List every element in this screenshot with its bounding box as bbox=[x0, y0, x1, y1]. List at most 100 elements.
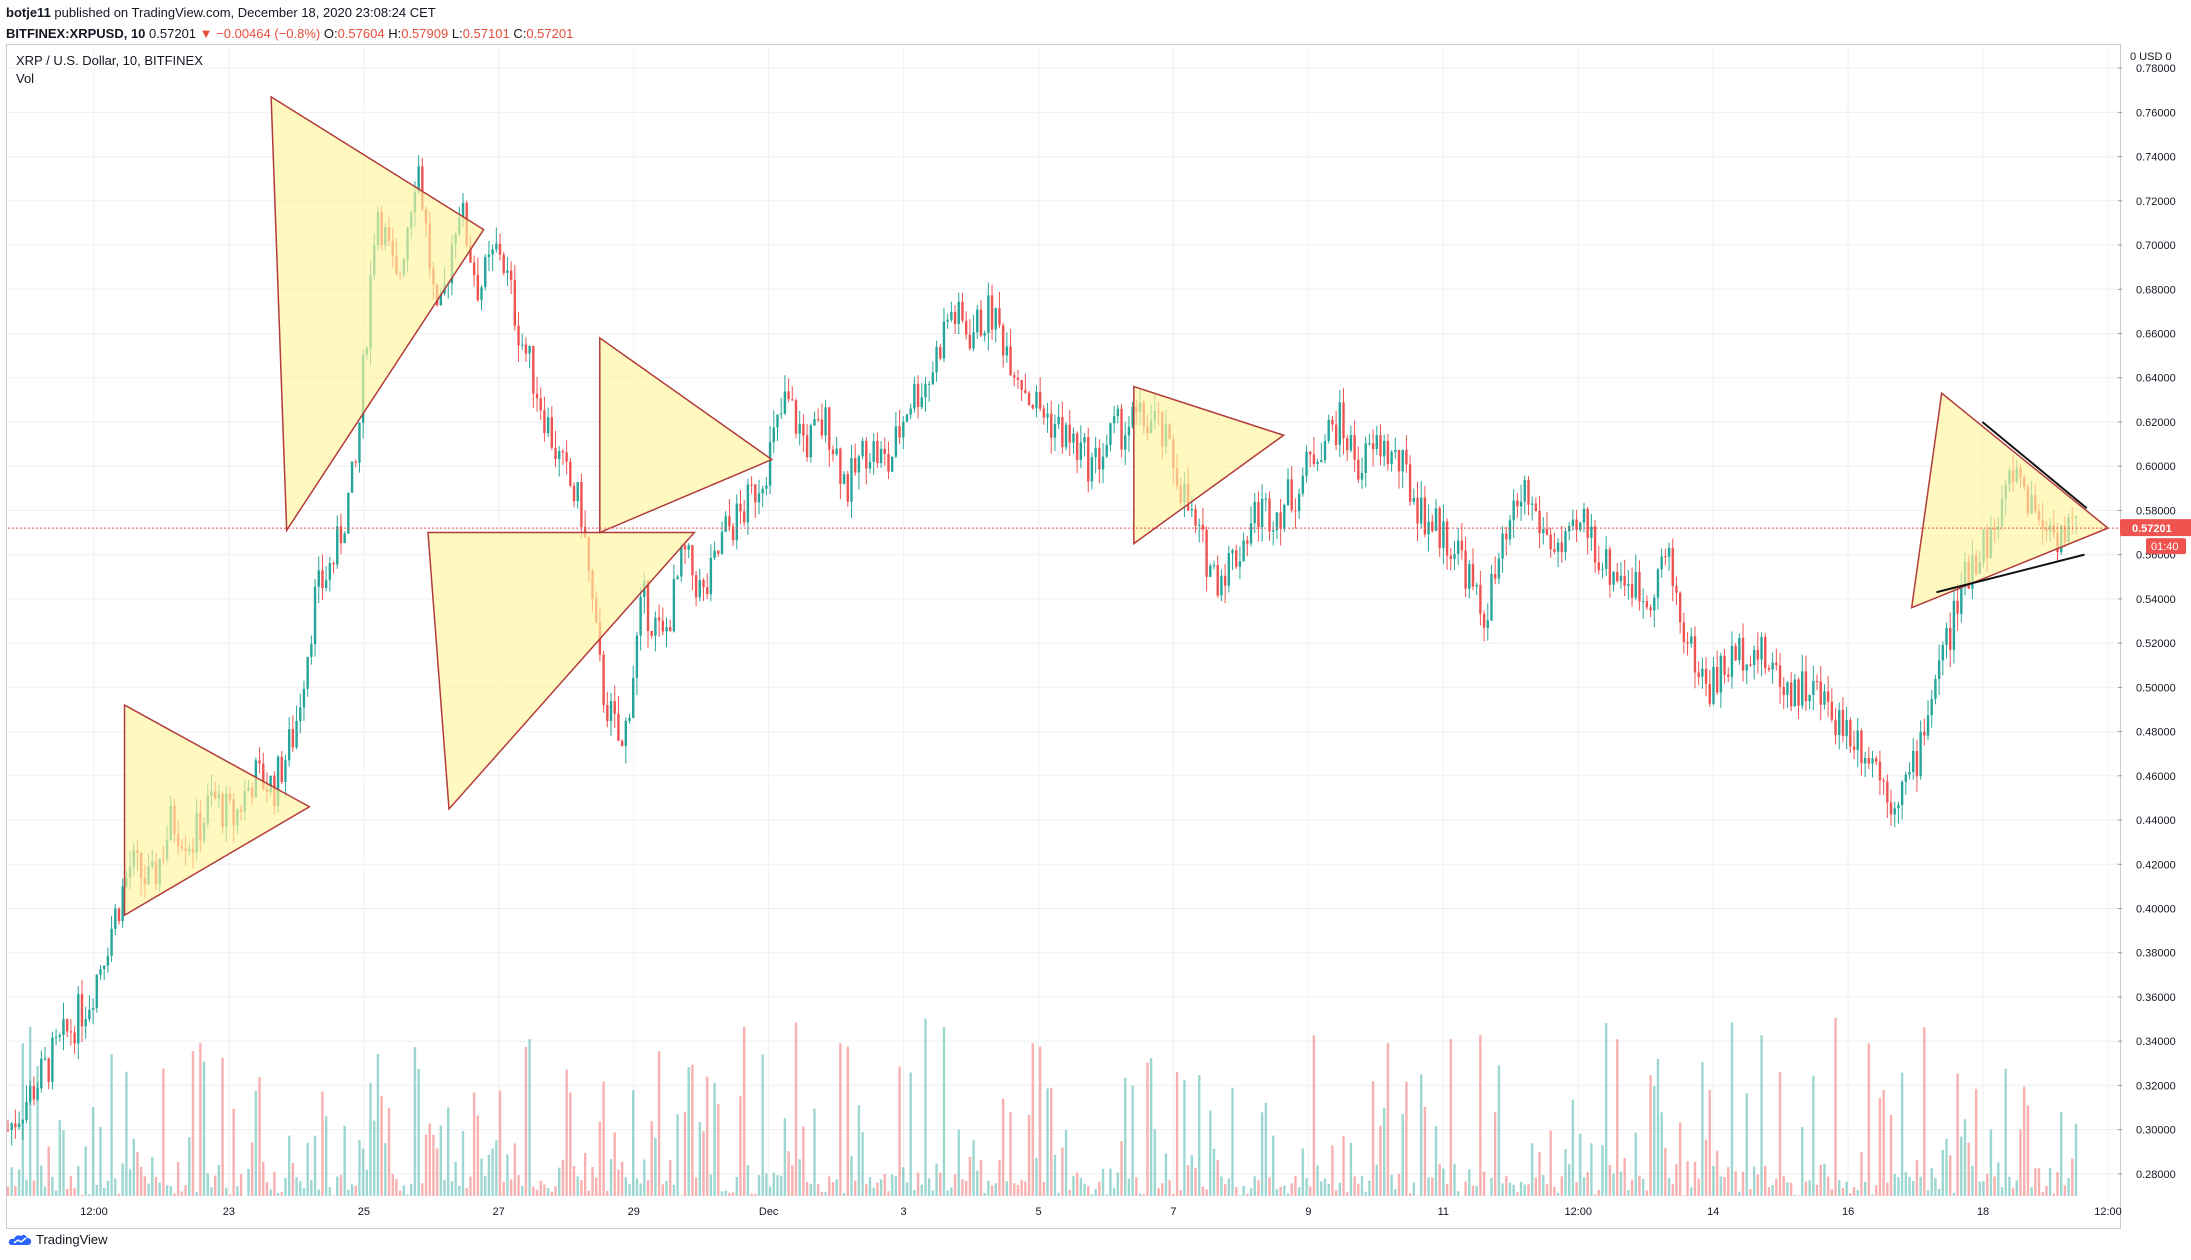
candle-body bbox=[284, 760, 287, 783]
candle-body bbox=[1116, 408, 1120, 417]
volume-bar bbox=[136, 1151, 139, 1196]
volume-bar bbox=[968, 1156, 972, 1196]
candle-body bbox=[1619, 575, 1623, 582]
candle-body bbox=[742, 511, 746, 523]
candle-body bbox=[1405, 449, 1408, 465]
candle-body bbox=[1342, 402, 1345, 439]
volume-bar bbox=[1020, 1179, 1023, 1196]
candle-body bbox=[750, 484, 753, 486]
volume-bar bbox=[517, 1175, 520, 1196]
volume-bar bbox=[432, 1134, 435, 1196]
y-tick-label: 0.70000 bbox=[2136, 240, 2176, 252]
volume-bar bbox=[443, 1179, 446, 1196]
volume-bar bbox=[1323, 1178, 1327, 1196]
volume-bar bbox=[1050, 1087, 1053, 1196]
candle-body bbox=[953, 311, 957, 324]
candle-body bbox=[476, 274, 480, 301]
volume-bar bbox=[1475, 1185, 1478, 1196]
candle-body bbox=[961, 301, 964, 321]
candle-body bbox=[1482, 613, 1486, 628]
publisher-username[interactable]: botje11 bbox=[6, 5, 51, 20]
volume-bar bbox=[502, 1181, 505, 1196]
volume-bar bbox=[1290, 1183, 1293, 1196]
volume-bar bbox=[635, 1178, 639, 1196]
volume-bar bbox=[705, 1076, 709, 1196]
volume-bar bbox=[506, 1154, 509, 1196]
candle-body bbox=[665, 627, 668, 632]
volume-bar bbox=[1889, 1115, 1893, 1196]
volume-bar bbox=[1989, 1129, 1993, 1196]
volume-bar bbox=[395, 1178, 398, 1196]
candle-body bbox=[994, 308, 997, 330]
volume-bar bbox=[1405, 1081, 1408, 1196]
volume-bar bbox=[1882, 1089, 1885, 1196]
volume-bar bbox=[898, 1066, 901, 1196]
volume-bar bbox=[80, 1194, 84, 1196]
candle-body bbox=[21, 1120, 24, 1124]
ohlc-line: BITFINEX:XRPUSD, 10 0.57201 ▼ −0.00464 (… bbox=[6, 23, 573, 44]
candle-body bbox=[905, 414, 909, 422]
volume-bar bbox=[1083, 1183, 1086, 1196]
candle-body bbox=[868, 461, 872, 469]
volume-bar bbox=[646, 1180, 650, 1196]
x-tick-label: 5 bbox=[1035, 1206, 1041, 1218]
candle-body bbox=[1612, 572, 1615, 585]
volume-bar bbox=[43, 1186, 47, 1196]
volume-bar bbox=[6, 1186, 10, 1196]
x-tick-label: 29 bbox=[628, 1206, 640, 1218]
candle-body bbox=[569, 461, 572, 486]
candle-body bbox=[735, 503, 738, 541]
candle-body bbox=[1397, 449, 1401, 472]
volume-bar bbox=[1490, 1177, 1493, 1196]
volume-bar bbox=[543, 1184, 546, 1196]
candle-body bbox=[861, 440, 864, 457]
candle-body bbox=[47, 1058, 50, 1082]
volume-bar bbox=[1845, 1181, 1848, 1196]
volume-bar bbox=[1493, 1112, 1497, 1196]
volume-bar bbox=[2063, 1185, 2067, 1196]
volume-bar bbox=[1682, 1195, 1686, 1196]
candle-body bbox=[1050, 413, 1053, 438]
candle-body bbox=[964, 320, 968, 335]
candle-body bbox=[1064, 424, 1068, 448]
volume-bar bbox=[1875, 1185, 1878, 1196]
volume-bar bbox=[1863, 1181, 1867, 1196]
candle-body bbox=[472, 262, 476, 275]
candle-body bbox=[1087, 437, 1090, 482]
volume-bar bbox=[772, 1172, 775, 1196]
chart-frame[interactable] bbox=[6, 44, 2121, 1229]
candle-body bbox=[1235, 550, 1238, 567]
price-change: ▼ −0.00464 (−0.8%) bbox=[199, 26, 321, 41]
volume-bar bbox=[1449, 1039, 1452, 1196]
candle-body bbox=[702, 580, 705, 588]
volume-bar bbox=[424, 1134, 428, 1196]
volume-bar bbox=[1438, 1164, 1441, 1196]
y-tick-label: 0.74000 bbox=[2136, 152, 2176, 164]
volume-bar bbox=[620, 1161, 624, 1196]
candle-body bbox=[1423, 497, 1427, 535]
volume-bar bbox=[51, 1176, 54, 1196]
volume-bar bbox=[879, 1179, 883, 1196]
candle-body bbox=[299, 707, 302, 721]
volume-bar bbox=[36, 1066, 39, 1196]
volume-bar bbox=[225, 1187, 228, 1196]
candle-body bbox=[680, 545, 683, 577]
volume-bar bbox=[343, 1125, 346, 1196]
volume-bar bbox=[561, 1159, 565, 1196]
footer-branding[interactable]: TradingView bbox=[8, 1232, 108, 1247]
volume-bar bbox=[2011, 1187, 2015, 1196]
volume-bar bbox=[2056, 1172, 2059, 1196]
volume-bar bbox=[890, 1174, 894, 1196]
volume-bar bbox=[265, 1182, 269, 1196]
volume-bar bbox=[1238, 1195, 1242, 1196]
volume-bar bbox=[1519, 1181, 1523, 1196]
axis-unit-label: 0 USD 0 bbox=[2130, 51, 2172, 63]
candle-body bbox=[1756, 649, 1760, 660]
volume-bar bbox=[1272, 1135, 1275, 1196]
volume-bar bbox=[1105, 1194, 1108, 1196]
volume-bar bbox=[972, 1140, 975, 1196]
candle-body bbox=[894, 426, 898, 457]
volume-bar bbox=[572, 1166, 576, 1196]
price-badges: 0.57201 01:40 bbox=[2120, 519, 2191, 555]
